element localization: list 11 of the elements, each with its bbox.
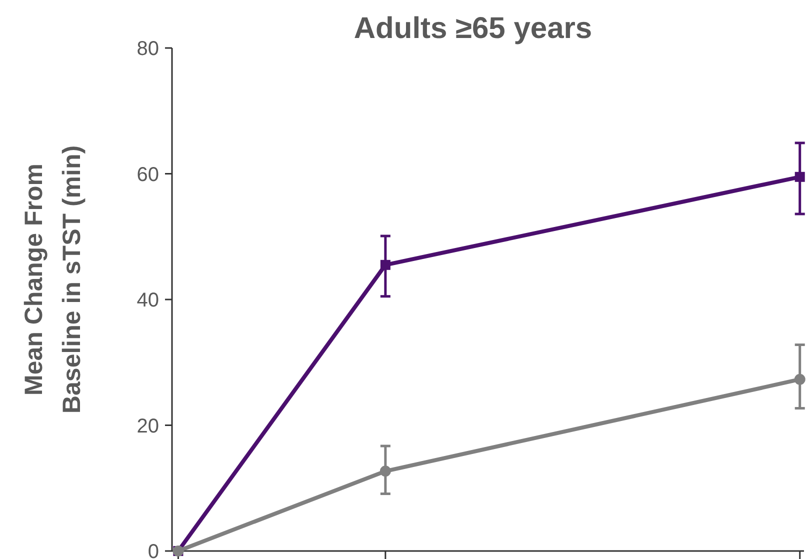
y-tick-label: 40 — [136, 290, 159, 312]
point — [794, 172, 805, 182]
y-tick-label: 20 — [136, 415, 159, 438]
point — [794, 374, 806, 385]
y-tick-label: 80 — [136, 38, 159, 60]
y-tick-label: 60 — [136, 164, 159, 186]
y-tick-label: 0 — [148, 541, 159, 559]
point — [380, 466, 391, 477]
y-axis-title: Mean Change From Baseline in sTST (min) — [20, 145, 86, 414]
point — [380, 260, 390, 270]
chart-title: Adults ≥65 years — [354, 12, 592, 45]
